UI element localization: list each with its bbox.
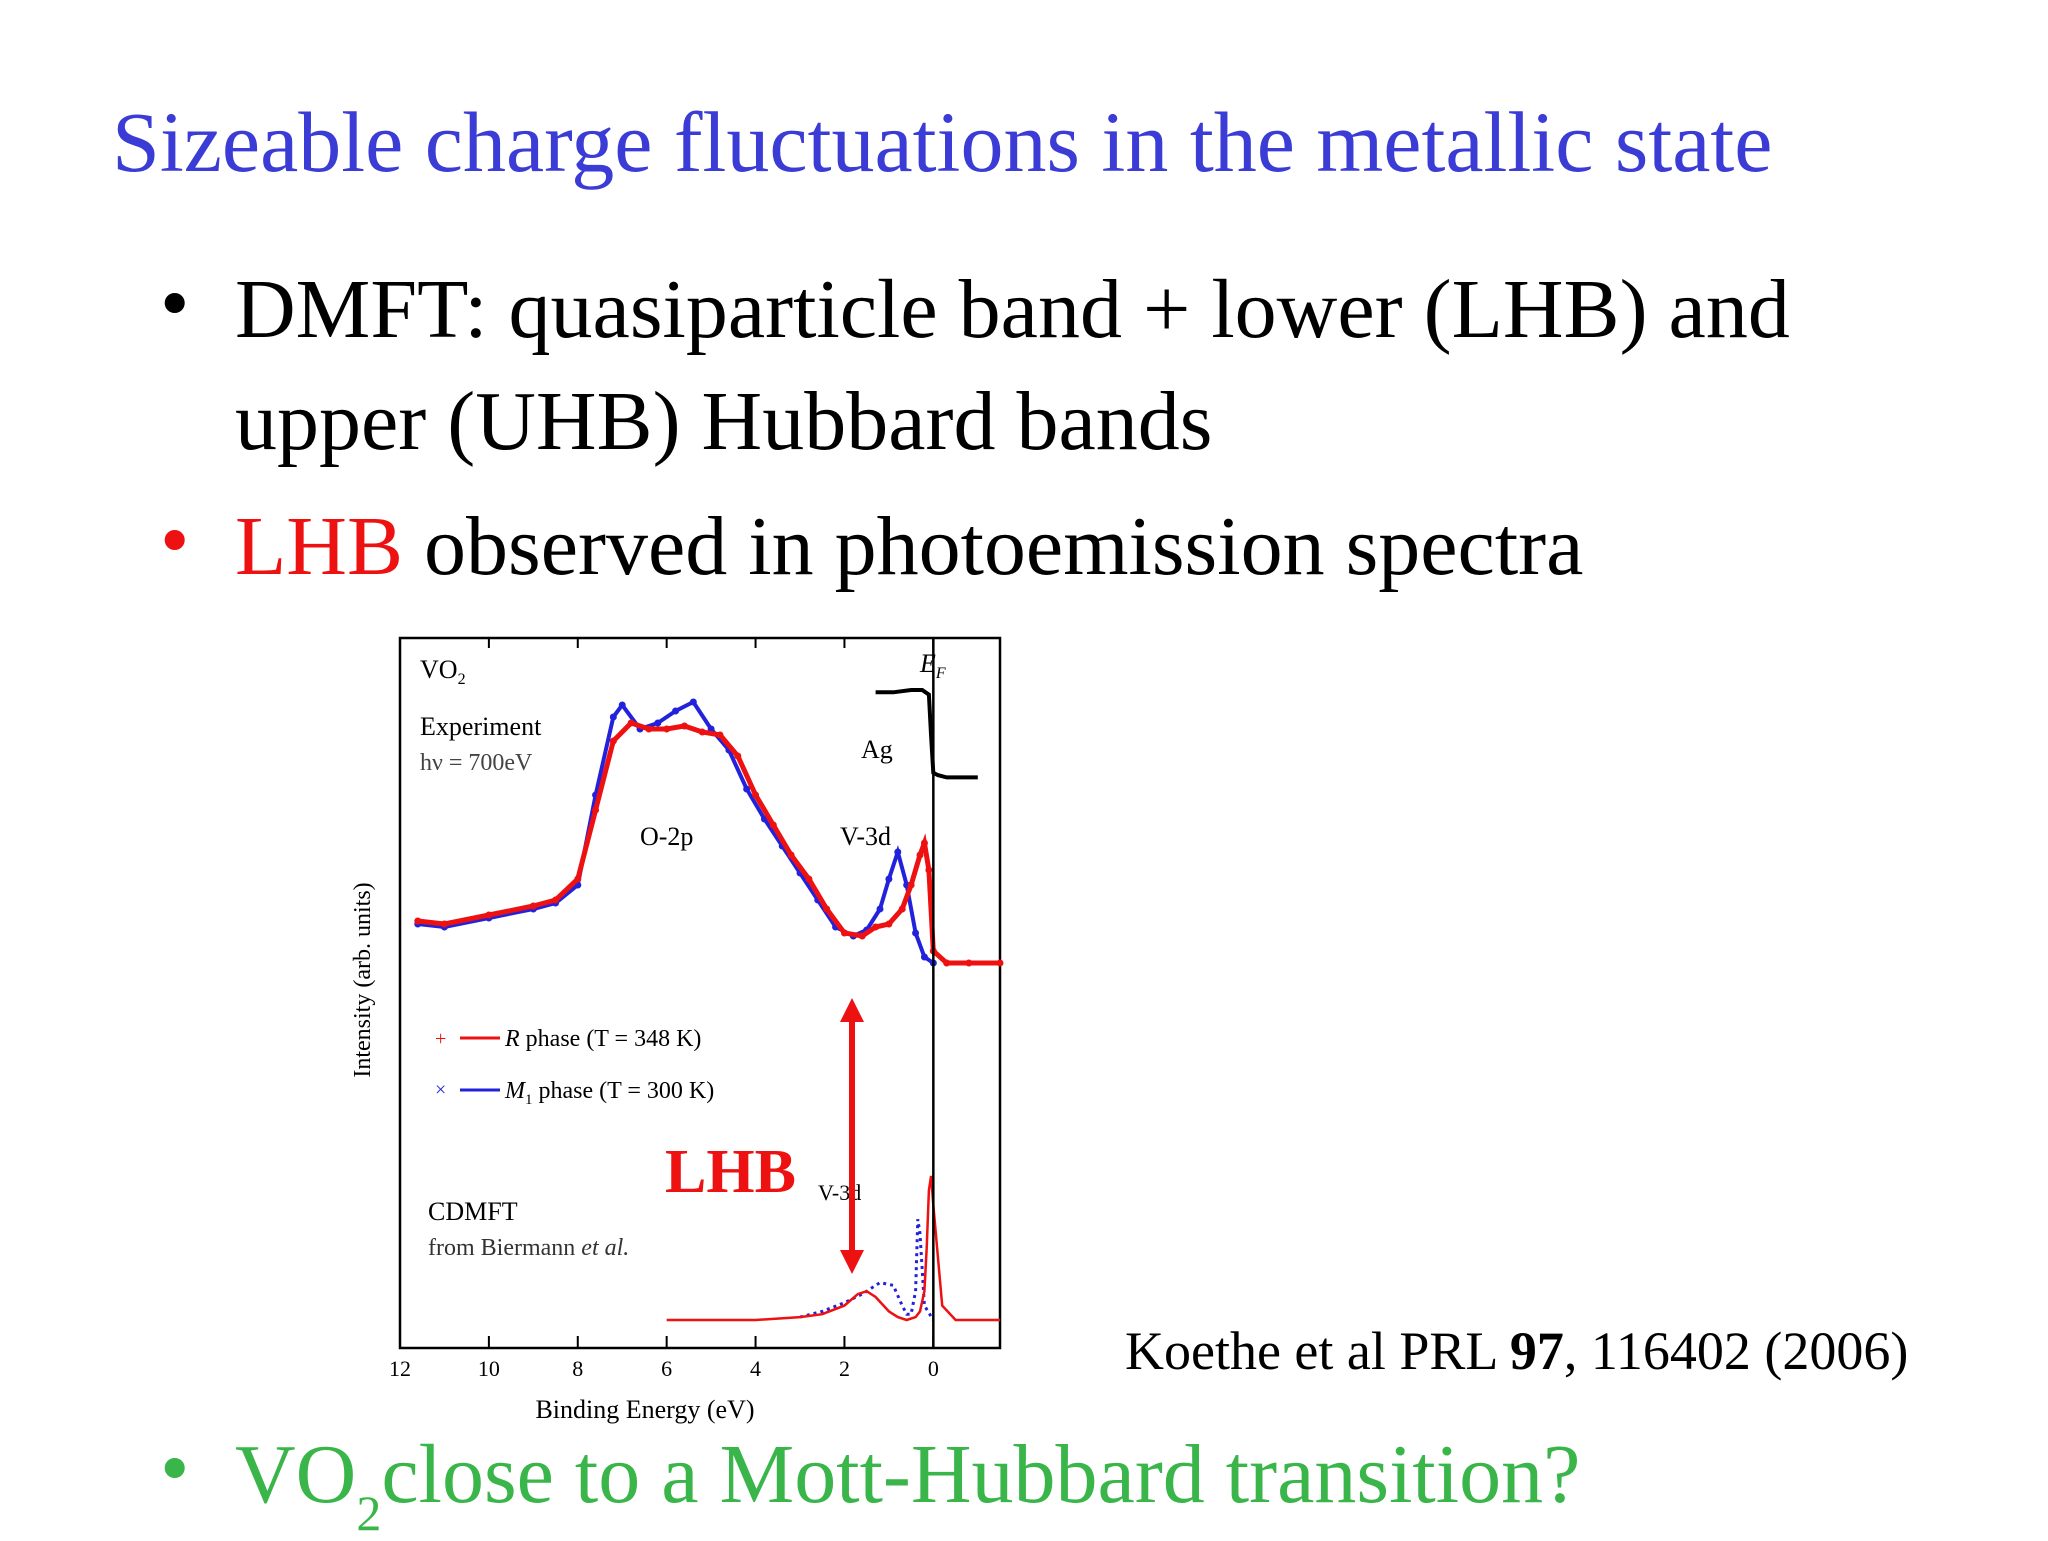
label-ag: Ag xyxy=(861,735,893,764)
label-v3d-exp: V-3d xyxy=(840,822,891,851)
label-from-biermann: from Biermann et al. xyxy=(428,1235,629,1261)
bullet-dot-2: • xyxy=(160,494,190,587)
series-r-point xyxy=(885,920,893,928)
series-m1-line xyxy=(417,699,935,965)
series-m1-point xyxy=(618,701,626,709)
lhb-arrow xyxy=(840,998,864,1274)
series-r-point xyxy=(592,806,600,814)
label-compound: VO2 xyxy=(420,655,466,688)
legend-marker-r: + xyxy=(435,1028,446,1050)
x-tick-label: 0 xyxy=(928,1356,939,1381)
series-r-point xyxy=(872,923,880,931)
x-axis-ticks: 12 10 8 6 4 2 0 xyxy=(389,638,939,1381)
label-photon-energy: hν = 700eV xyxy=(420,750,533,776)
label-ef: EF xyxy=(919,649,946,682)
series-m1-point xyxy=(654,719,662,727)
y-axis-label: Intensity (arb. units) xyxy=(350,882,376,1077)
label-cdmft: CDMFT xyxy=(428,1197,518,1226)
series-r-point xyxy=(943,959,951,967)
ref-volume: 97 xyxy=(1509,1321,1564,1381)
series-r-point xyxy=(574,875,582,883)
legend-marker-m1: × xyxy=(435,1079,446,1101)
series-layer xyxy=(414,688,1004,1322)
series-r-point xyxy=(645,725,653,733)
series-r-point xyxy=(529,902,537,910)
series-r-point xyxy=(414,917,422,925)
series-r-point xyxy=(485,911,493,919)
x-tick-label: 2 xyxy=(839,1356,850,1381)
series-m1-point xyxy=(920,953,928,961)
series-r-point xyxy=(769,821,777,829)
series-r-point xyxy=(440,920,448,928)
mott-post: close to a Mott-Hubbard transition? xyxy=(381,1428,1581,1521)
lhb-annotation: LHB xyxy=(665,1138,796,1206)
series-r-point xyxy=(627,719,635,727)
label-experiment: Experiment xyxy=(420,712,542,741)
series-r-point xyxy=(898,905,906,913)
series-m1-point xyxy=(609,713,617,721)
bullet-dmft-line2: upper (UHB) Hubbard bands xyxy=(235,375,1213,468)
series-m1-point xyxy=(885,875,893,883)
series-r-point xyxy=(965,959,973,967)
series-r-point xyxy=(698,728,706,736)
series-m1-point xyxy=(894,848,902,856)
vo2-pre: VO xyxy=(235,1428,357,1521)
series-r-point xyxy=(907,881,915,889)
ref-authors: Koethe et al PRL xyxy=(1125,1321,1510,1381)
series-m1-point xyxy=(743,785,751,793)
legend: + R phase (T = 348 K) × M1 phase (T = 30… xyxy=(435,1026,714,1108)
series-r-point xyxy=(552,896,560,904)
series-r-point xyxy=(840,929,848,937)
series-ag-line xyxy=(875,688,978,780)
reference-citation: Koethe et al PRL 97, 116402 (2006) xyxy=(1125,1320,1908,1382)
series-r-point xyxy=(920,839,928,847)
series-m1-point xyxy=(672,707,680,715)
series-r-point xyxy=(609,737,617,745)
bullet-lhb-observed: LHB observed in photoemission spectra xyxy=(235,492,1583,601)
series-r-point xyxy=(916,851,924,859)
legend-label-m1: M1 phase (T = 300 K) xyxy=(504,1078,714,1108)
bullet-dot-3: • xyxy=(160,1422,190,1515)
x-tick-label: 8 xyxy=(572,1356,583,1381)
series-r-point xyxy=(823,905,831,913)
plot-frame xyxy=(398,636,1002,1350)
lhb-rest: observed in photoemission spectra xyxy=(403,500,1584,593)
x-axis-label: Binding Energy (eV) xyxy=(535,1395,754,1424)
ref-rest: , 116402 (2006) xyxy=(1563,1321,1909,1381)
series-r-point xyxy=(752,791,760,799)
lhb-highlight: LHB xyxy=(235,500,403,593)
photoemission-chart: 12 10 8 6 4 2 0 VO2 Experiment hν = 700eV O-2p… xyxy=(350,636,1004,1424)
series-m1-point xyxy=(912,929,920,937)
x-tick-label: 10 xyxy=(478,1356,500,1381)
series-r-point xyxy=(805,875,813,883)
legend-label-r: R phase (T = 348 K) xyxy=(504,1026,701,1052)
x-tick-label: 12 xyxy=(389,1356,411,1381)
bullet-mott-question: VO2close to a Mott-Hubbard transition? xyxy=(235,1420,1581,1541)
series-r-point xyxy=(716,731,724,739)
x-tick-label: 4 xyxy=(750,1356,761,1381)
slide-title: Sizeable charge fluctuations in the meta… xyxy=(112,94,1773,190)
bullet-dot-1: • xyxy=(160,257,190,350)
series-r-point xyxy=(787,851,795,859)
label-o2p: O-2p xyxy=(640,822,693,851)
bullet-dmft-line1: DMFT: quasiparticle band + lower (LHB) a… xyxy=(235,263,1790,356)
series-r-point xyxy=(858,932,866,940)
series-r-point xyxy=(996,959,1004,967)
series-r-point xyxy=(734,752,742,760)
vo2-sub: 2 xyxy=(356,1485,382,1541)
series-r-point xyxy=(663,725,671,733)
series-cdmft-m1-line xyxy=(799,1218,935,1321)
series-cdmft-r-line xyxy=(666,1175,1000,1322)
series-m1-point xyxy=(689,698,697,706)
series-m1-point xyxy=(876,905,884,913)
x-tick-label: 6 xyxy=(661,1356,672,1381)
series-r-point xyxy=(925,866,933,874)
series-r-point xyxy=(680,722,688,730)
